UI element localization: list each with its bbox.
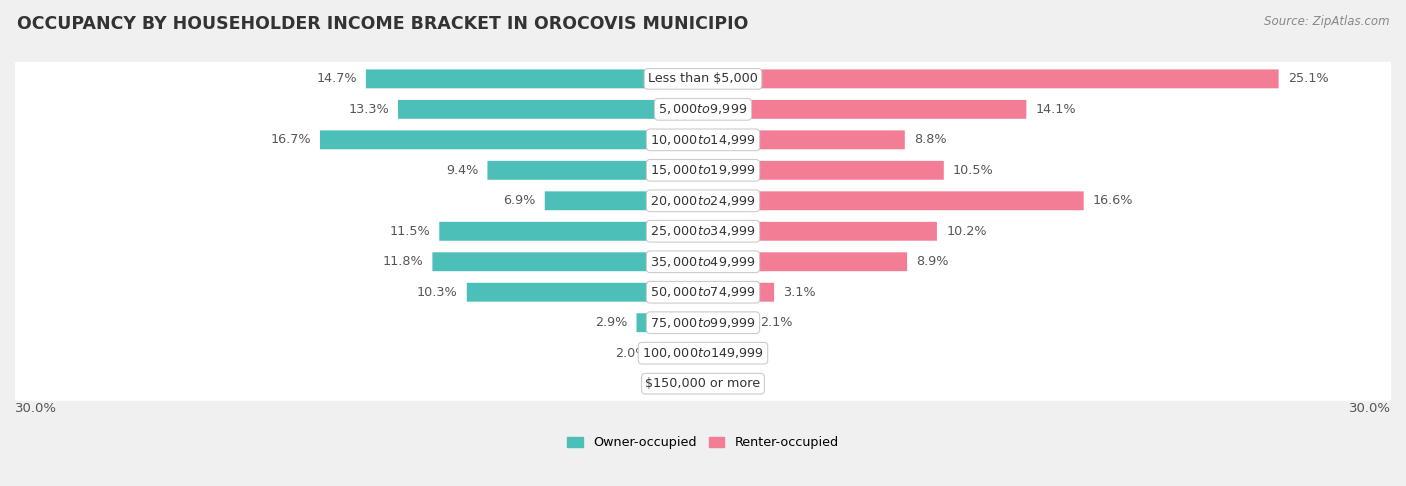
FancyBboxPatch shape	[14, 336, 1392, 370]
FancyBboxPatch shape	[321, 130, 703, 149]
Text: 16.6%: 16.6%	[1092, 194, 1133, 208]
FancyBboxPatch shape	[439, 222, 703, 241]
Text: Less than $5,000: Less than $5,000	[648, 72, 758, 86]
FancyBboxPatch shape	[703, 100, 1026, 119]
FancyBboxPatch shape	[703, 161, 943, 180]
Text: $25,000 to $34,999: $25,000 to $34,999	[650, 224, 756, 238]
Text: 3.1%: 3.1%	[783, 286, 815, 299]
FancyBboxPatch shape	[467, 283, 703, 302]
FancyBboxPatch shape	[14, 92, 1392, 126]
FancyBboxPatch shape	[366, 69, 703, 88]
FancyBboxPatch shape	[690, 374, 703, 393]
FancyBboxPatch shape	[703, 222, 936, 241]
Text: 8.9%: 8.9%	[917, 255, 949, 268]
FancyBboxPatch shape	[637, 313, 703, 332]
Text: 2.1%: 2.1%	[761, 316, 793, 329]
FancyBboxPatch shape	[433, 252, 703, 271]
Text: 13.3%: 13.3%	[349, 103, 389, 116]
Text: 2.9%: 2.9%	[595, 316, 627, 329]
FancyBboxPatch shape	[703, 191, 1084, 210]
Text: $5,000 to $9,999: $5,000 to $9,999	[658, 103, 748, 116]
FancyBboxPatch shape	[703, 344, 718, 363]
FancyBboxPatch shape	[703, 283, 775, 302]
Text: $100,000 to $149,999: $100,000 to $149,999	[643, 346, 763, 360]
Text: $50,000 to $74,999: $50,000 to $74,999	[650, 285, 756, 299]
Text: $35,000 to $49,999: $35,000 to $49,999	[650, 255, 756, 269]
Text: $75,000 to $99,999: $75,000 to $99,999	[650, 316, 756, 330]
FancyBboxPatch shape	[14, 244, 1392, 279]
FancyBboxPatch shape	[14, 62, 1392, 96]
Text: $10,000 to $14,999: $10,000 to $14,999	[650, 133, 756, 147]
FancyBboxPatch shape	[14, 153, 1392, 188]
Text: 14.7%: 14.7%	[316, 72, 357, 86]
FancyBboxPatch shape	[703, 313, 751, 332]
Text: 30.0%: 30.0%	[1348, 402, 1391, 415]
Text: 6.9%: 6.9%	[503, 194, 536, 208]
FancyBboxPatch shape	[544, 191, 703, 210]
Text: 2.0%: 2.0%	[616, 347, 648, 360]
Text: 30.0%: 30.0%	[15, 402, 58, 415]
FancyBboxPatch shape	[703, 69, 1278, 88]
Text: $20,000 to $24,999: $20,000 to $24,999	[650, 194, 756, 208]
Text: 10.2%: 10.2%	[946, 225, 987, 238]
Text: 11.5%: 11.5%	[389, 225, 430, 238]
FancyBboxPatch shape	[14, 184, 1392, 218]
FancyBboxPatch shape	[14, 306, 1392, 340]
Text: 0.69%: 0.69%	[728, 347, 769, 360]
Text: $15,000 to $19,999: $15,000 to $19,999	[650, 163, 756, 177]
Text: 8.8%: 8.8%	[914, 133, 946, 146]
FancyBboxPatch shape	[657, 344, 703, 363]
Legend: Owner-occupied, Renter-occupied: Owner-occupied, Renter-occupied	[562, 432, 844, 454]
FancyBboxPatch shape	[14, 214, 1392, 248]
Text: 14.1%: 14.1%	[1036, 103, 1076, 116]
FancyBboxPatch shape	[14, 123, 1392, 157]
Text: $150,000 or more: $150,000 or more	[645, 377, 761, 390]
Text: 10.3%: 10.3%	[416, 286, 457, 299]
Text: 10.5%: 10.5%	[953, 164, 994, 177]
Text: 16.7%: 16.7%	[270, 133, 311, 146]
Text: OCCUPANCY BY HOUSEHOLDER INCOME BRACKET IN OROCOVIS MUNICIPIO: OCCUPANCY BY HOUSEHOLDER INCOME BRACKET …	[17, 15, 748, 33]
FancyBboxPatch shape	[14, 366, 1392, 401]
FancyBboxPatch shape	[488, 161, 703, 180]
FancyBboxPatch shape	[398, 100, 703, 119]
FancyBboxPatch shape	[703, 130, 905, 149]
Text: 0.54%: 0.54%	[641, 377, 682, 390]
FancyBboxPatch shape	[14, 275, 1392, 309]
Text: 9.4%: 9.4%	[446, 164, 478, 177]
Text: Source: ZipAtlas.com: Source: ZipAtlas.com	[1264, 15, 1389, 28]
Text: 11.8%: 11.8%	[382, 255, 423, 268]
Text: 0.0%: 0.0%	[713, 377, 745, 390]
Text: 25.1%: 25.1%	[1288, 72, 1329, 86]
FancyBboxPatch shape	[703, 252, 907, 271]
